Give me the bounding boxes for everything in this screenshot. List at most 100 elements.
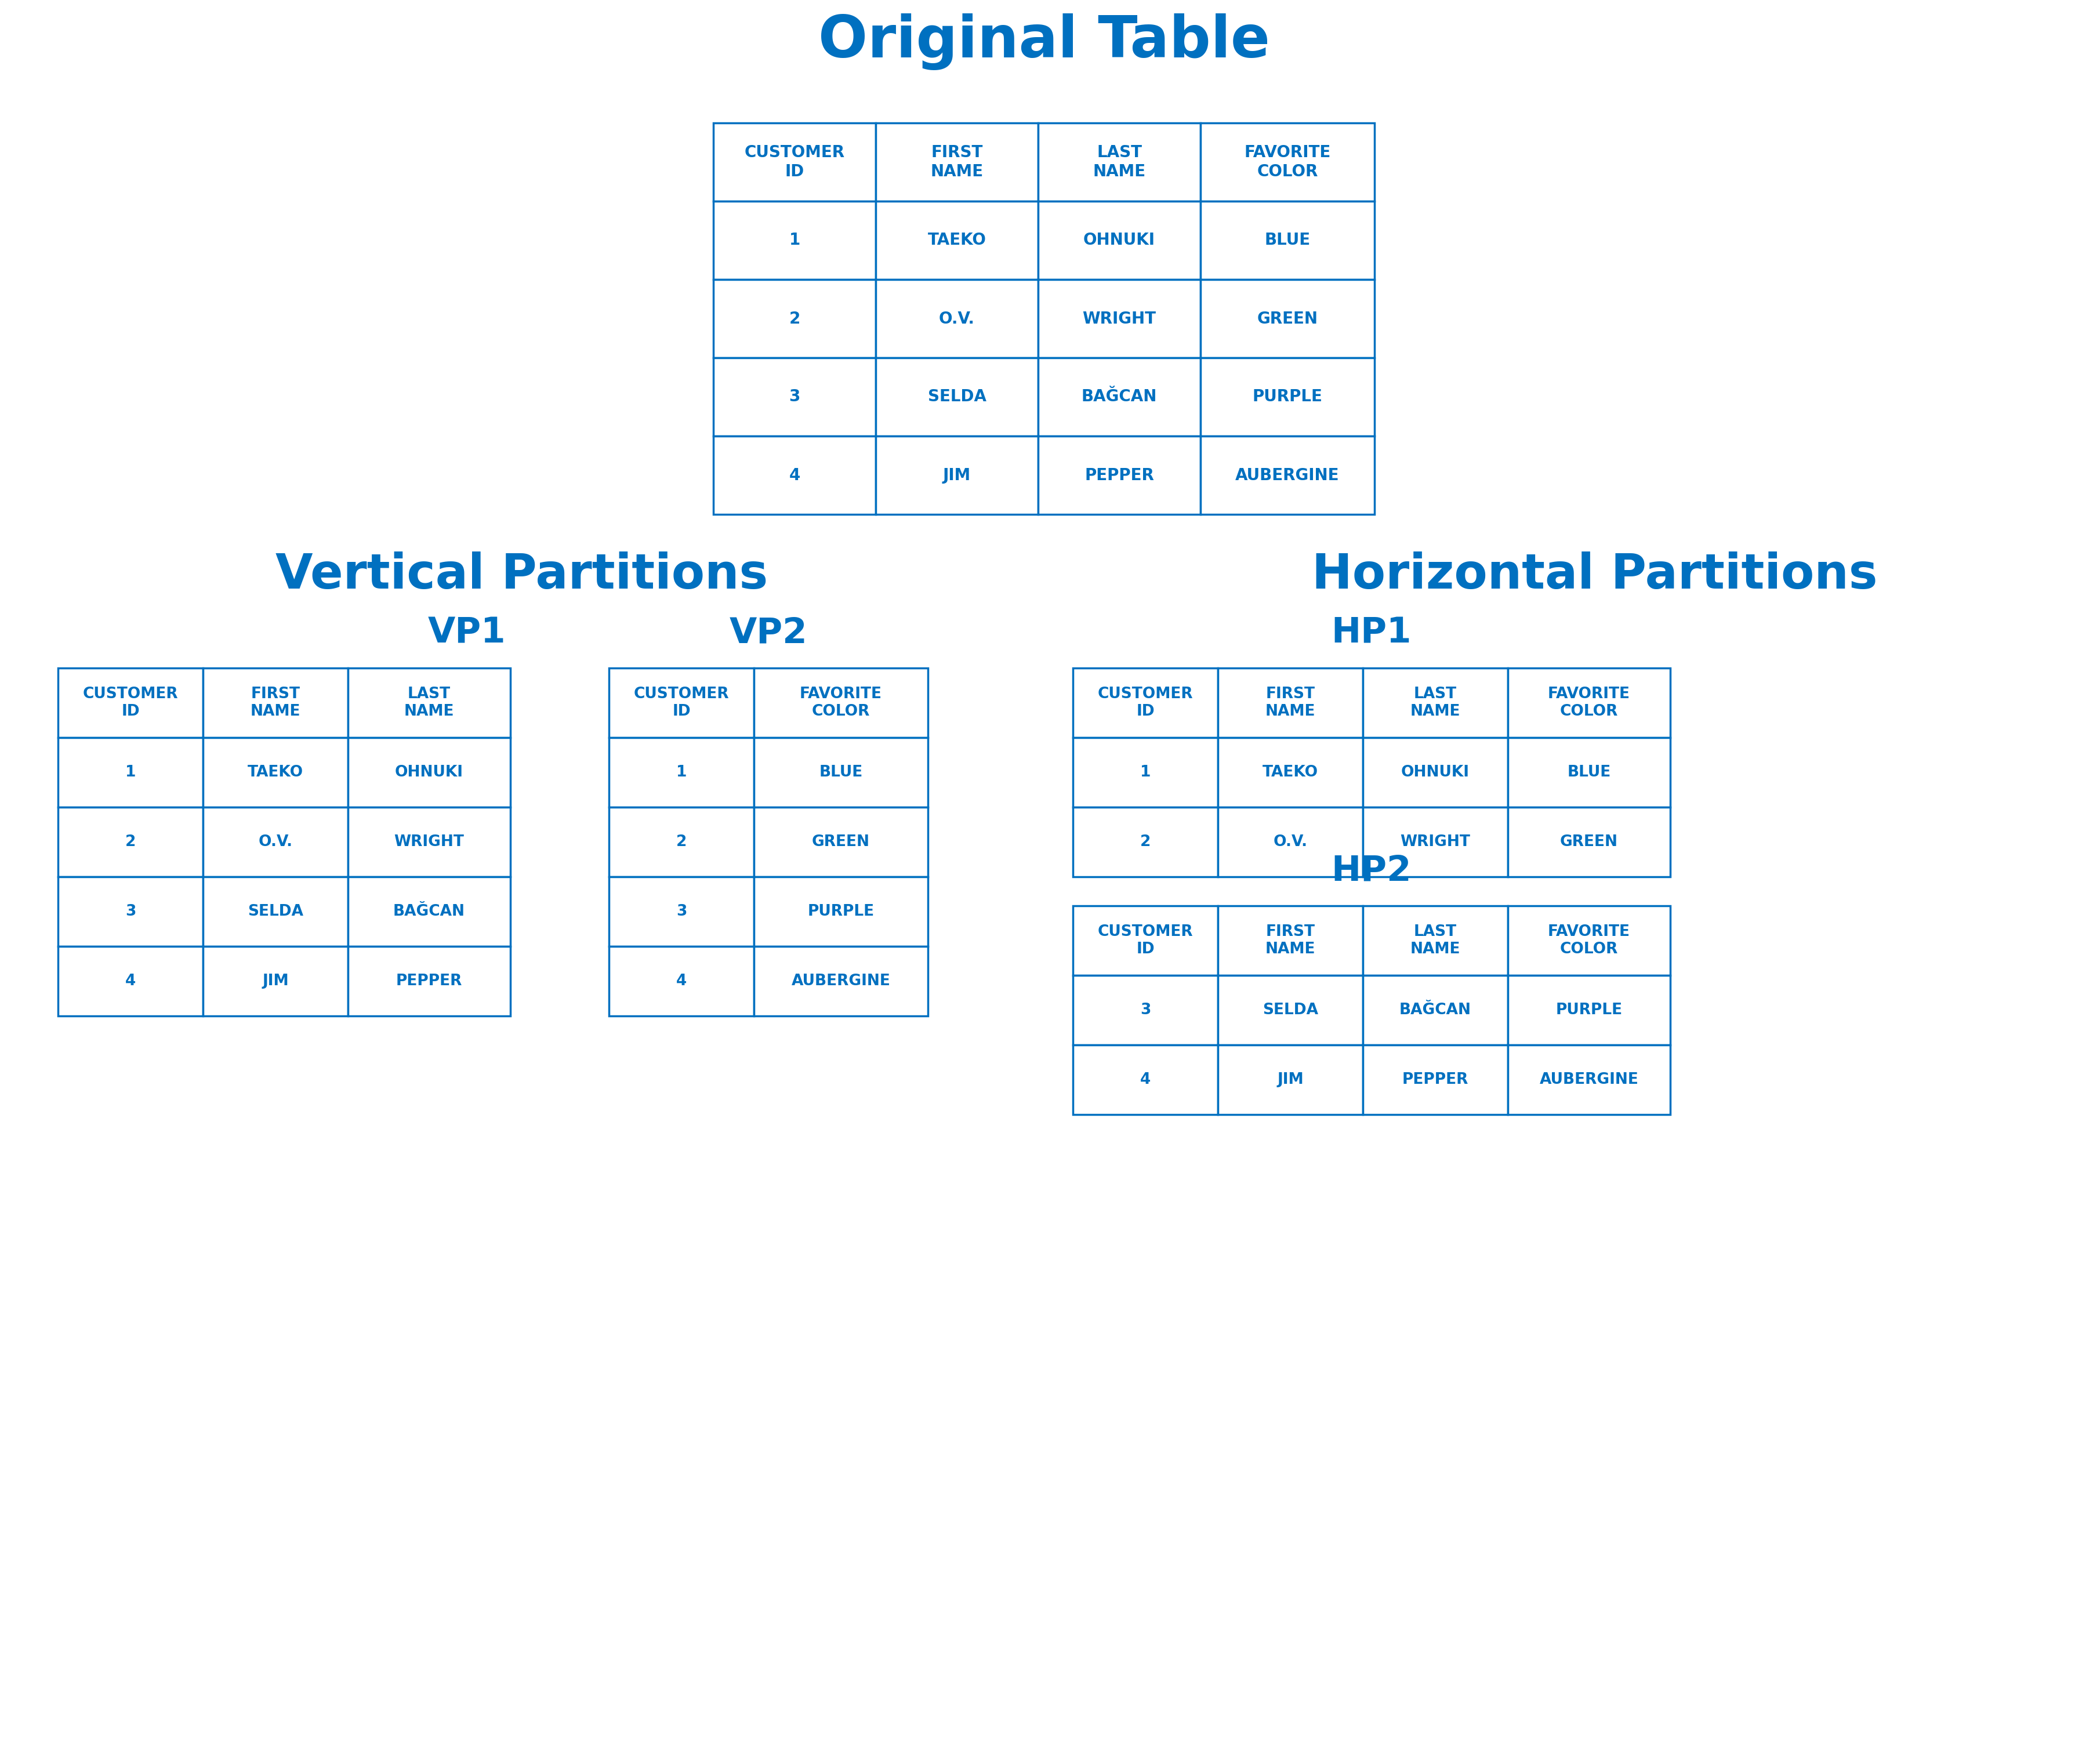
Text: TAEKO: TAEKO bbox=[247, 766, 303, 780]
Text: LAST
NAME: LAST NAME bbox=[404, 686, 454, 720]
Text: TAEKO: TAEKO bbox=[1262, 766, 1319, 780]
Text: FIRST
NAME: FIRST NAME bbox=[251, 686, 301, 720]
Text: PURPLE: PURPLE bbox=[808, 903, 875, 919]
Text: OHNUKI: OHNUKI bbox=[1084, 233, 1155, 249]
Bar bbox=[347, 808, 511, 877]
Text: 1: 1 bbox=[1141, 766, 1151, 780]
Text: WRIGHT: WRIGHT bbox=[1400, 834, 1471, 850]
Text: 4: 4 bbox=[1141, 1073, 1151, 1087]
Bar bbox=[753, 877, 927, 946]
Bar bbox=[347, 669, 511, 737]
Bar bbox=[1038, 123, 1201, 201]
Text: LAST
NAME: LAST NAME bbox=[1093, 145, 1145, 180]
Text: BAĞCAN: BAĞCAN bbox=[1400, 1002, 1471, 1018]
Bar bbox=[59, 737, 203, 808]
Bar bbox=[1218, 975, 1363, 1044]
Bar bbox=[1074, 975, 1218, 1044]
Text: FAVORITE
COLOR: FAVORITE COLOR bbox=[1243, 145, 1331, 180]
Text: LAST
NAME: LAST NAME bbox=[1411, 686, 1461, 720]
Bar bbox=[1201, 123, 1375, 201]
Bar bbox=[203, 737, 347, 808]
Text: 4: 4 bbox=[676, 974, 687, 988]
Bar bbox=[1038, 358, 1201, 436]
Bar bbox=[1038, 201, 1201, 279]
Bar bbox=[1507, 808, 1670, 877]
Text: JIM: JIM bbox=[262, 974, 289, 988]
Text: JIM: JIM bbox=[944, 467, 971, 483]
Text: CUSTOMER
ID: CUSTOMER ID bbox=[84, 686, 178, 720]
Bar bbox=[59, 808, 203, 877]
Text: OHNUKI: OHNUKI bbox=[396, 766, 463, 780]
Bar bbox=[59, 946, 203, 1016]
Text: HP1: HP1 bbox=[1331, 616, 1411, 651]
Text: TAEKO: TAEKO bbox=[927, 233, 986, 249]
Bar bbox=[203, 808, 347, 877]
Bar bbox=[714, 123, 875, 201]
Text: CUSTOMER
ID: CUSTOMER ID bbox=[1097, 686, 1193, 720]
Bar bbox=[1038, 279, 1201, 358]
Bar bbox=[1363, 1044, 1507, 1115]
Bar bbox=[1201, 358, 1375, 436]
Bar bbox=[1218, 1044, 1363, 1115]
Bar bbox=[1507, 737, 1670, 808]
Bar bbox=[753, 669, 927, 737]
Text: BLUE: BLUE bbox=[1568, 766, 1612, 780]
Text: PEPPER: PEPPER bbox=[1402, 1073, 1469, 1087]
Text: O.V.: O.V. bbox=[940, 310, 975, 326]
Text: FIRST
NAME: FIRST NAME bbox=[1266, 686, 1314, 720]
Text: BLUE: BLUE bbox=[818, 766, 862, 780]
Bar bbox=[609, 877, 753, 946]
Text: FIRST
NAME: FIRST NAME bbox=[931, 145, 984, 180]
Text: WRIGHT: WRIGHT bbox=[1082, 310, 1155, 326]
Text: GREEN: GREEN bbox=[1559, 834, 1618, 850]
Bar bbox=[875, 279, 1038, 358]
Text: 1: 1 bbox=[789, 233, 800, 249]
Text: BAĞCAN: BAĞCAN bbox=[393, 903, 465, 919]
Text: VP1: VP1 bbox=[427, 616, 507, 651]
Text: 2: 2 bbox=[789, 310, 800, 326]
Bar bbox=[1218, 737, 1363, 808]
Text: 2: 2 bbox=[1141, 834, 1151, 850]
Text: CUSTOMER
ID: CUSTOMER ID bbox=[745, 145, 846, 180]
Bar bbox=[714, 279, 875, 358]
Text: Horizontal Partitions: Horizontal Partitions bbox=[1312, 552, 1877, 598]
Text: 3: 3 bbox=[676, 903, 687, 919]
Bar bbox=[203, 877, 347, 946]
Text: 2: 2 bbox=[126, 834, 136, 850]
Bar bbox=[609, 808, 753, 877]
Bar bbox=[609, 737, 753, 808]
Bar bbox=[1074, 1044, 1218, 1115]
Bar bbox=[59, 669, 203, 737]
Bar bbox=[347, 877, 511, 946]
Bar bbox=[1218, 808, 1363, 877]
Text: 1: 1 bbox=[676, 766, 687, 780]
Bar bbox=[714, 201, 875, 279]
Text: BAĞCAN: BAĞCAN bbox=[1082, 388, 1157, 406]
Bar bbox=[1218, 669, 1363, 737]
Bar bbox=[347, 737, 511, 808]
Bar bbox=[1201, 279, 1375, 358]
Bar bbox=[753, 808, 927, 877]
Bar bbox=[753, 737, 927, 808]
Bar bbox=[1074, 669, 1218, 737]
Bar bbox=[1363, 737, 1507, 808]
Text: FAVORITE
COLOR: FAVORITE COLOR bbox=[1549, 686, 1630, 720]
Bar bbox=[1201, 436, 1375, 515]
Bar bbox=[1363, 808, 1507, 877]
Bar bbox=[1363, 905, 1507, 975]
Text: AUBERGINE: AUBERGINE bbox=[1540, 1073, 1639, 1087]
Bar bbox=[1507, 975, 1670, 1044]
Bar bbox=[1074, 737, 1218, 808]
Text: 2: 2 bbox=[676, 834, 687, 850]
Bar bbox=[1507, 669, 1670, 737]
Bar bbox=[1363, 975, 1507, 1044]
Text: CUSTOMER
ID: CUSTOMER ID bbox=[1097, 924, 1193, 956]
Text: VP2: VP2 bbox=[728, 616, 808, 651]
Bar bbox=[203, 946, 347, 1016]
Text: 3: 3 bbox=[126, 903, 136, 919]
Text: AUBERGINE: AUBERGINE bbox=[1235, 467, 1340, 483]
Text: GREEN: GREEN bbox=[812, 834, 871, 850]
Bar bbox=[347, 946, 511, 1016]
Text: FAVORITE
COLOR: FAVORITE COLOR bbox=[800, 686, 881, 720]
Text: O.V.: O.V. bbox=[1273, 834, 1308, 850]
